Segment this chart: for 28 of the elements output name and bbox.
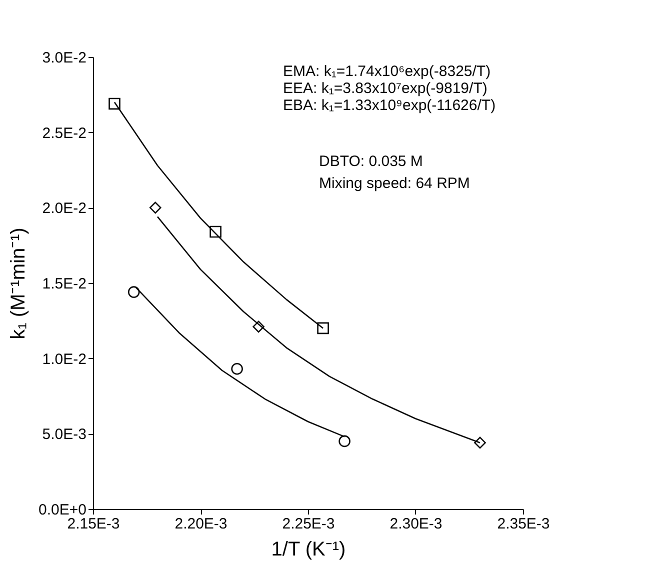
x-tick-label: 2.25E-3 [282, 516, 335, 532]
point [474, 436, 486, 449]
x-tick-label: 2.15E-3 [67, 516, 120, 532]
annotation: EBA: k₁=1.33x10⁹exp(-11626/T) [283, 97, 496, 114]
annotation: EEA: k₁=3.83x10⁷exp(-9819/T) [283, 80, 488, 97]
y-tick-label: 1.5E-2 [42, 276, 86, 292]
y-tick-label: 2.0E-2 [42, 200, 86, 218]
y-tick-label: 0.0E+0 [38, 502, 86, 518]
y-tick-label: 2.5E-2 [42, 124, 86, 142]
point [338, 435, 350, 448]
point [128, 286, 140, 298]
x-tick-label: 2.35E-3 [497, 516, 550, 532]
y-tick-label: 1.0E-2 [42, 350, 86, 368]
y-tick-label: 3.0E-2 [42, 50, 86, 66]
y-axis-title: k₁ (M⁻¹min⁻¹) [8, 228, 30, 340]
annotation: EMA: k₁=1.74x10⁶exp(-8325/T) [283, 63, 491, 80]
x-axis-title: 1/T (K⁻¹) [271, 538, 346, 560]
point [231, 362, 243, 375]
point [317, 322, 329, 334]
point [252, 320, 264, 333]
point [210, 226, 222, 238]
annotation: DBTO: 0.035 M [319, 153, 423, 170]
x-tick-label: 2.30E-3 [390, 516, 442, 532]
y-tick-label: 5.0E-3 [42, 426, 86, 444]
x-tick-label: 2.20E-3 [174, 516, 228, 532]
point [149, 202, 162, 214]
annotation: Mixing speed: 64 RPM [319, 175, 470, 192]
point [108, 98, 120, 110]
